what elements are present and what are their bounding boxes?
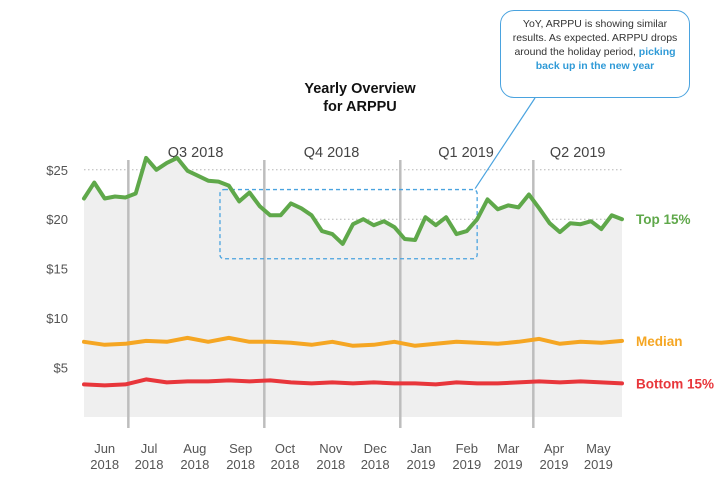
x-tick-month-10: Apr — [544, 441, 565, 456]
x-tick-month-6: Dec — [364, 441, 388, 456]
x-tick-year-7: 2019 — [407, 457, 436, 472]
y-tick-label-10: $10 — [46, 311, 68, 326]
callout-text: YoY, ARPPU is showing similar results. A… — [512, 18, 678, 58]
x-tick-year-4: 2018 — [271, 457, 300, 472]
x-tick-month-9: Mar — [497, 441, 520, 456]
x-tick-month-2: Aug — [183, 441, 206, 456]
series-label-2: Bottom 15% — [636, 376, 714, 391]
x-tick-year-11: 2019 — [584, 457, 613, 472]
quarter-label-1: Q3 2018 — [168, 145, 224, 161]
x-axis-ticks: Jun2018Jul2018Aug2018Sep2018Oct2018Nov20… — [90, 441, 613, 472]
y-tick-label-5: $5 — [54, 361, 68, 376]
x-tick-year-3: 2018 — [226, 457, 255, 472]
x-tick-year-5: 2018 — [316, 457, 345, 472]
quarter-label-2: Q4 2018 — [304, 145, 360, 161]
y-tick-label-25: $25 — [46, 163, 68, 178]
callout-highlight: picking back up in the new year — [535, 46, 676, 72]
series-line-bottom-15 — [82, 377, 624, 388]
callout-connector — [474, 97, 536, 189]
x-tick-year-6: 2018 — [361, 457, 390, 472]
x-tick-month-7: Jan — [411, 441, 432, 456]
series-label-1: Median — [636, 334, 683, 349]
x-tick-year-9: 2019 — [494, 457, 523, 472]
series-line-top-15 — [82, 155, 624, 246]
area-shade — [84, 157, 622, 417]
x-tick-year-8: 2019 — [452, 457, 481, 472]
x-tick-month-1: Jul — [141, 441, 158, 456]
y-tick-label-15: $15 — [46, 262, 68, 277]
series-labels: Top 15% Median Bottom 15% — [636, 212, 714, 391]
series-label-0: Top 15% — [636, 212, 691, 227]
x-tick-month-8: Feb — [456, 441, 478, 456]
annotation-callout: YoY, ARPPU is showing similar results. A… — [500, 10, 690, 98]
x-tick-year-1: 2018 — [135, 457, 164, 472]
quarter-label-4: Q2 2019 — [550, 145, 606, 161]
x-tick-month-3: Sep — [229, 441, 252, 456]
chart-title: Yearly Overview for ARPPU — [304, 81, 416, 115]
quarter-labels: Q3 2018 Q4 2018 Q1 2019 Q2 2019 — [168, 145, 606, 161]
x-tick-year-2: 2018 — [180, 457, 209, 472]
y-axis-ticks: $5 $10 $15 $20 $25 — [46, 163, 68, 376]
series-lines — [82, 155, 624, 388]
x-tick-month-11: May — [586, 441, 611, 456]
x-tick-month-5: Nov — [319, 441, 343, 456]
y-tick-label-20: $20 — [46, 212, 68, 227]
x-tick-month-0: Jun — [94, 441, 115, 456]
x-tick-year-10: 2019 — [540, 457, 569, 472]
x-tick-month-4: Oct — [275, 441, 296, 456]
x-tick-year-0: 2018 — [90, 457, 119, 472]
quarter-label-3: Q1 2019 — [438, 145, 494, 161]
series-line-median — [82, 335, 624, 348]
